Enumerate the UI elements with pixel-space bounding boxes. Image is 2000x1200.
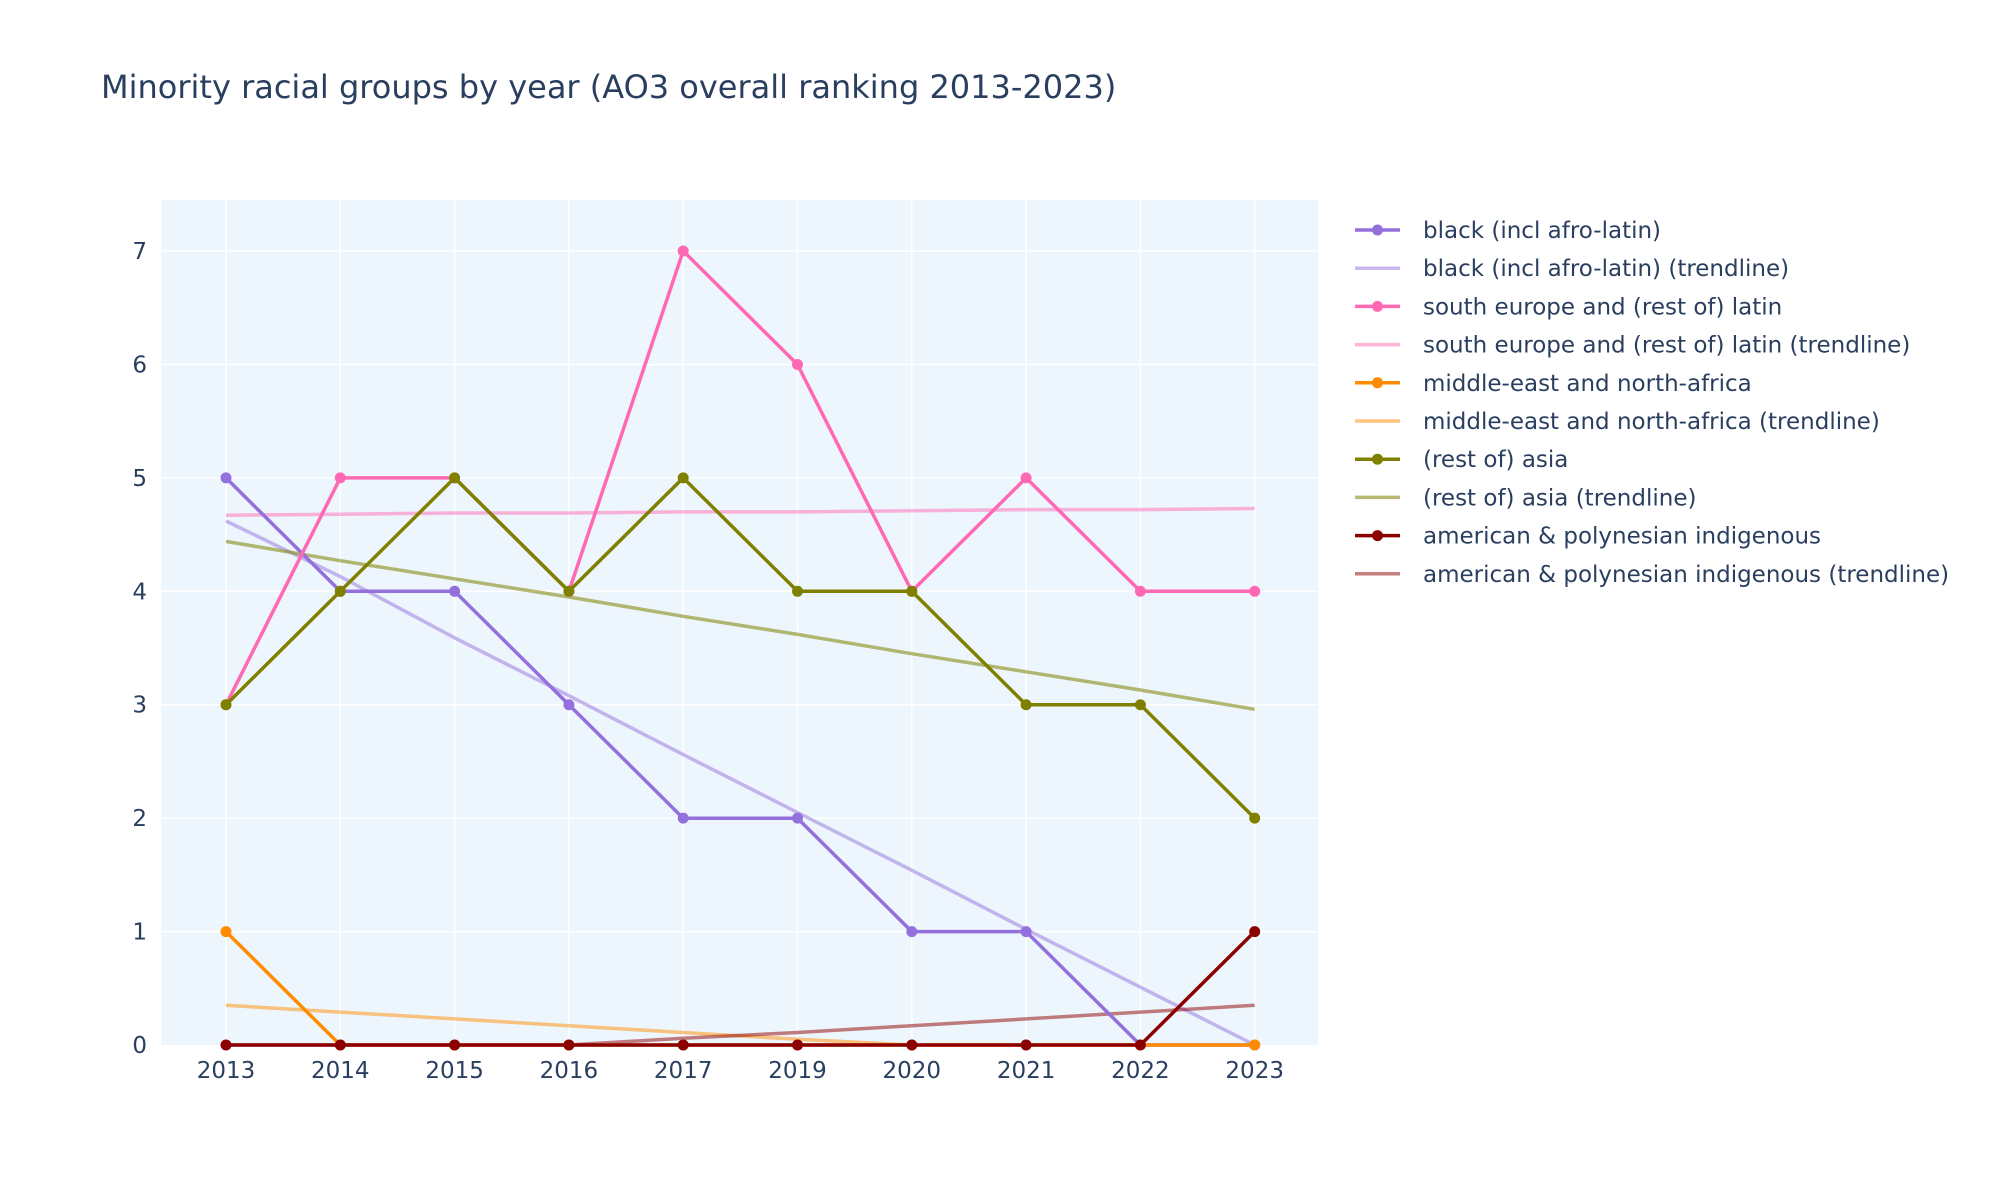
legend-item[interactable]: middle-east and north-africa	[1355, 371, 1752, 397]
trendline-7	[225, 539, 1255, 712]
legend-label: (rest of) asia (trendline)	[1423, 485, 1696, 511]
series-line-8	[226, 930, 1256, 1047]
legend-label: south europe and (rest of) latin (trendl…	[1423, 333, 1910, 359]
data-point	[792, 1039, 803, 1051]
data-point	[1134, 585, 1146, 597]
x-tick-label: 2016	[540, 1058, 599, 1084]
data-point	[334, 472, 346, 484]
data-point	[792, 358, 803, 370]
data-point	[220, 1039, 232, 1051]
legend-item[interactable]: (rest of) asia (trendline)	[1355, 485, 1696, 511]
data-point	[1020, 1039, 1032, 1051]
data-point	[677, 812, 689, 824]
data-point	[792, 585, 803, 597]
legend-label: american & polynesian indigenous (trendl…	[1423, 562, 1949, 588]
x-tick-label: 2021	[997, 1058, 1056, 1084]
legend-label: middle-east and north-africa	[1423, 371, 1752, 397]
legend-item[interactable]: black (incl afro-latin)	[1355, 218, 1661, 244]
legend-swatch-marker	[1372, 453, 1383, 465]
data-point	[449, 472, 461, 484]
y-tick-label: 4	[132, 579, 147, 605]
data-point	[792, 812, 803, 824]
series-line-2	[224, 249, 1255, 706]
trendline-3	[225, 506, 1255, 518]
data-point	[449, 1039, 461, 1051]
data-point	[677, 245, 689, 257]
y-tick-label: 1	[132, 920, 147, 946]
legend-item[interactable]: american & polynesian indigenous	[1355, 524, 1821, 550]
data-point	[1249, 812, 1261, 824]
data-point	[220, 926, 232, 938]
series-line-6	[224, 476, 1256, 820]
legend[interactable]: black (incl afro-latin) black (incl afro-…	[1355, 218, 1949, 588]
data-point	[449, 585, 461, 597]
data-point	[677, 472, 689, 484]
data-point	[220, 699, 232, 711]
legend-item[interactable]: south europe and (rest of) latin (trendl…	[1355, 333, 1910, 359]
data-point	[906, 585, 918, 597]
x-tick-label: 2020	[883, 1058, 942, 1084]
x-tick-label: 2019	[768, 1058, 827, 1084]
legend-swatch-marker	[1372, 300, 1383, 312]
chart-title: Minority racial groups by year (AO3 over…	[101, 68, 1117, 106]
legend-item[interactable]: american & polynesian indigenous (trendl…	[1355, 562, 1949, 588]
legend-label: american & polynesian indigenous	[1423, 524, 1821, 550]
x-tick-label: 2015	[425, 1058, 484, 1084]
legend-label: middle-east and north-africa (trendline)	[1423, 409, 1880, 435]
data-point	[1134, 1039, 1146, 1051]
x-tick-label: 2014	[311, 1058, 370, 1084]
data-point	[563, 585, 575, 597]
y-tick-label: 5	[132, 466, 147, 492]
plot-background	[161, 200, 1318, 1045]
data-point	[563, 1039, 575, 1051]
data-point	[1020, 472, 1032, 484]
legend-label: black (incl afro-latin)	[1423, 218, 1661, 244]
legend-item[interactable]: south europe and (rest of) latin	[1355, 294, 1782, 320]
y-tick-label: 0	[132, 1033, 147, 1059]
data-point	[1249, 926, 1261, 938]
y-tick-label: 7	[132, 239, 147, 265]
grid-lines	[161, 200, 1318, 1045]
legend-swatch-marker	[1372, 377, 1383, 389]
data-point	[1020, 926, 1032, 938]
y-tick-label: 6	[132, 352, 147, 378]
y-tick-label: 3	[132, 693, 147, 719]
data-point	[1249, 1039, 1261, 1051]
legend-label: (rest of) asia	[1423, 447, 1568, 473]
data-point	[1134, 699, 1146, 711]
x-tick-label: 2023	[1225, 1058, 1284, 1084]
legend-label: south europe and (rest of) latin	[1423, 294, 1782, 320]
y-tick-label: 2	[132, 806, 147, 832]
data-point	[677, 1039, 689, 1051]
series-line-0	[224, 476, 1255, 1047]
data-point	[906, 926, 918, 938]
data-point	[1249, 585, 1261, 597]
axis-labels: 2013 2014 2015 2016 2017 2019 2020 2021 2022 2023…	[132, 239, 1284, 1084]
legend-item[interactable]: (rest of) asia	[1355, 447, 1568, 473]
x-tick-label: 2013	[197, 1058, 256, 1084]
data-point	[1020, 699, 1032, 711]
data-point	[334, 585, 346, 597]
data-point	[220, 472, 232, 484]
legend-item[interactable]: middle-east and north-africa (trendline)	[1355, 409, 1880, 435]
data-point	[563, 699, 575, 711]
x-tick-label: 2022	[1111, 1058, 1170, 1084]
legend-label: black (incl afro-latin) (trendline)	[1423, 256, 1789, 282]
legend-swatch-marker	[1372, 224, 1383, 236]
data-point	[334, 1039, 346, 1051]
legend-item[interactable]: black (incl afro-latin) (trendline)	[1355, 256, 1789, 282]
trendline-1	[225, 519, 1256, 1047]
x-tick-label: 2017	[654, 1058, 713, 1084]
series-layer	[220, 245, 1261, 1051]
legend-swatch-marker	[1372, 530, 1383, 542]
data-point	[906, 1039, 918, 1051]
